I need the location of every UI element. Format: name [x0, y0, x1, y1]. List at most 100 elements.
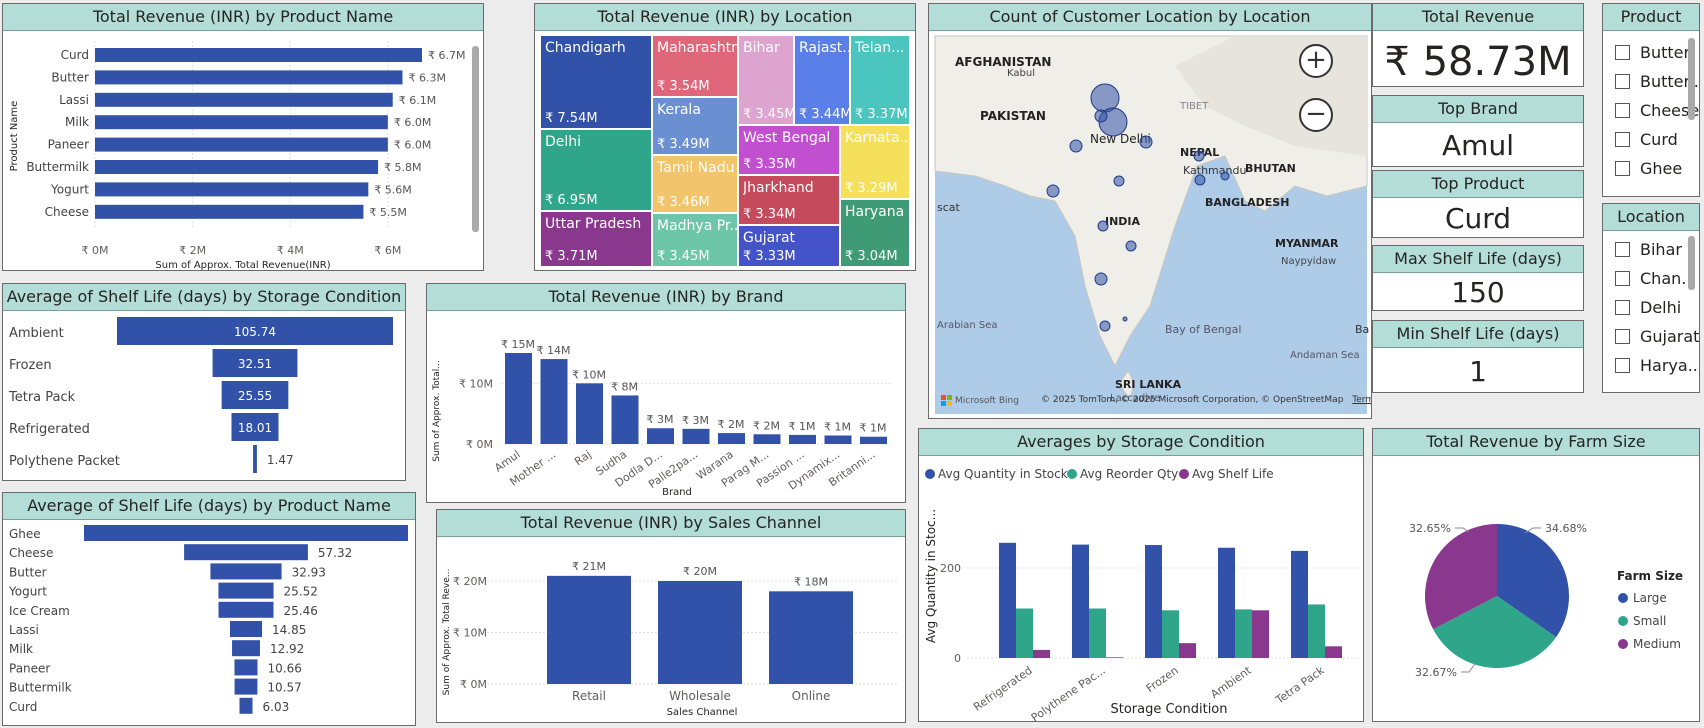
bar[interactable] [789, 434, 816, 444]
checkbox[interactable] [1615, 44, 1630, 60]
bar[interactable] [1252, 610, 1269, 658]
bar[interactable] [718, 433, 745, 444]
bar[interactable] [231, 413, 279, 441]
location-bubble[interactable] [1193, 150, 1205, 162]
bar[interactable] [505, 353, 532, 444]
location-bubble[interactable] [1069, 139, 1083, 153]
treemap-cell[interactable]: Tamil Nadu ₹ 3.46M [653, 156, 737, 212]
revenue-by-location-treemap[interactable]: Total Revenue (INR) by Location Chandiga… [534, 3, 916, 271]
customer-location-map[interactable]: Count of Customer Location by Location A… [928, 3, 1372, 419]
treemap-cell[interactable]: Bihar ₹ 3.45M [739, 36, 796, 124]
checkbox[interactable] [1615, 299, 1630, 315]
slicer-item[interactable]: Butter... [1615, 67, 1699, 95]
bar[interactable] [95, 182, 369, 197]
bar[interactable] [234, 659, 258, 676]
revenue-by-channel-visual[interactable]: Total Revenue (INR) by Sales Channel ₹ 0… [436, 509, 906, 723]
checkbox[interactable] [1615, 270, 1630, 286]
map-canvas[interactable]: AFGHANISTANPAKISTANINDIANEPALBHUTANBANGL… [934, 35, 1369, 414]
bar[interactable] [1218, 547, 1235, 658]
bar[interactable] [1325, 646, 1342, 658]
treemap-cell[interactable]: Gujarat ₹ 3.33M [739, 226, 839, 266]
scrollbar[interactable] [1688, 38, 1695, 120]
bar[interactable] [547, 575, 631, 684]
bar[interactable] [232, 640, 260, 657]
bar[interactable] [234, 678, 258, 695]
treemap-cell[interactable]: Rajast... ₹ 3.44M [795, 36, 852, 124]
bar[interactable] [824, 435, 852, 444]
location-bubble[interactable] [1094, 272, 1108, 286]
location-bubble[interactable] [1094, 109, 1108, 123]
revenue-by-channel-chart[interactable]: ₹ 0M ₹ 10M ₹ 20M ₹ 21M Retail ₹ 20M Wholesale ₹… [437, 537, 905, 723]
location-bubble[interactable] [1220, 171, 1230, 181]
location-bubble[interactable] [1099, 320, 1111, 332]
bar[interactable] [769, 591, 853, 684]
bar[interactable] [95, 70, 403, 85]
bar[interactable] [95, 204, 364, 219]
bar[interactable] [95, 48, 422, 62]
bar[interactable] [1106, 657, 1123, 658]
bar[interactable] [1308, 604, 1325, 658]
bar[interactable] [999, 542, 1016, 658]
scrollbar[interactable] [472, 46, 479, 232]
bar[interactable] [576, 383, 603, 444]
checkbox[interactable] [1615, 328, 1630, 344]
bar[interactable] [218, 582, 274, 599]
checkbox[interactable] [1615, 102, 1630, 118]
location-bubble[interactable] [1113, 175, 1125, 187]
checkbox[interactable] [1615, 131, 1630, 147]
location-bubble[interactable] [1046, 184, 1060, 198]
location-bubble[interactable] [1097, 220, 1109, 232]
pie-slice[interactable] [1425, 524, 1497, 630]
bar[interactable] [253, 445, 257, 473]
bar[interactable] [1235, 609, 1252, 658]
product-slicer[interactable]: Product Butter Butter... Cheese Curd Ghee [1602, 3, 1700, 197]
revenue-by-product-visual[interactable]: Total Revenue (INR) by Product Name ₹ 0M… [2, 3, 484, 271]
checkbox[interactable] [1615, 241, 1630, 257]
checkbox[interactable] [1615, 73, 1630, 89]
shelf-life-by-product-chart[interactable]: Ghee Cheese 57.32 Butter 32.93 Yogurt 25.52 Ice… [3, 520, 415, 726]
bar[interactable] [647, 428, 674, 444]
bar[interactable] [239, 697, 253, 714]
zoom-out-button[interactable]: − [1299, 98, 1333, 132]
bar[interactable] [1033, 649, 1050, 658]
scrollbar[interactable] [1688, 236, 1695, 290]
bar[interactable] [611, 395, 639, 444]
location-slicer[interactable]: Location Bihar Chan... Delhi Gujarat Harya..… [1602, 203, 1700, 393]
bar[interactable] [221, 381, 289, 409]
checkbox[interactable] [1615, 357, 1630, 373]
bar[interactable] [95, 92, 393, 107]
treemap-cell[interactable]: Telan... ₹ 3.37M [851, 36, 909, 124]
shelf-life-by-storage-chart[interactable]: Ambient 105.74 Frozen 32.51 Tetra Pack 25.55 R… [3, 311, 405, 479]
slicer-item[interactable]: Harya... [1615, 351, 1699, 379]
pie-slice[interactable] [1497, 524, 1569, 638]
shelf-life-by-storage-visual[interactable]: Average of Shelf Life (days) by Storage … [2, 283, 406, 481]
pie-slice[interactable] [1433, 596, 1557, 668]
averages-by-storage-chart[interactable]: Avg Quantity in Stock Avg Reorder Qty Avg … [919, 456, 1363, 722]
treemap-cell[interactable]: West Bengal ₹ 3.35M [739, 126, 839, 174]
zoom-in-button[interactable]: + [1299, 44, 1333, 78]
slicer-item[interactable]: Delhi [1615, 293, 1681, 321]
bar[interactable] [1089, 608, 1106, 659]
revenue-by-brand-visual[interactable]: Total Revenue (INR) by Brand ₹ 0M ₹ 10M ₹ … [426, 283, 906, 503]
slicer-item[interactable]: Butter [1615, 38, 1690, 66]
revenue-by-product-chart[interactable]: ₹ 0M ₹ 2M ₹ 4M ₹ 6M Curd ₹ 6.7M Butter ₹ 6.3M La… [3, 31, 483, 271]
bar[interactable] [1179, 643, 1196, 658]
slicer-item[interactable]: Bihar [1615, 235, 1682, 263]
bar[interactable] [212, 349, 298, 377]
bar[interactable] [753, 434, 781, 444]
bar[interactable] [95, 137, 388, 152]
bar[interactable] [184, 544, 308, 561]
slicer-item[interactable]: Ghee [1615, 154, 1682, 182]
bar[interactable] [218, 601, 274, 618]
terms-link[interactable]: Terms [1352, 395, 1371, 405]
bar[interactable] [540, 359, 568, 444]
treemap-cell[interactable]: Karnata... ₹ 3.29M [841, 126, 909, 198]
bar[interactable] [210, 563, 282, 580]
bar[interactable] [682, 428, 710, 444]
bar[interactable] [1072, 544, 1089, 658]
bar[interactable] [229, 621, 263, 637]
bar[interactable] [95, 160, 379, 174]
slicer-item[interactable]: Cheese [1615, 96, 1699, 124]
treemap-cell[interactable]: Uttar Pradesh ₹ 3.71M [541, 212, 651, 266]
